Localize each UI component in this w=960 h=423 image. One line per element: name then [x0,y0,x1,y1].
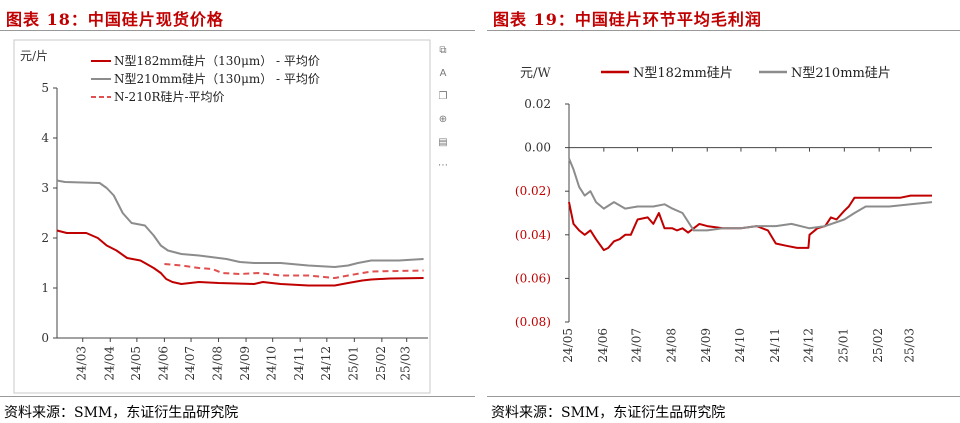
text-select-icon[interactable]: A [439,68,447,79]
chart-panel-silicon-wafer-price: 图表 18：中国硅片现货价格 元/片 0 1 2 3 4 5 24/03 24/04 24/05 2… [0,0,475,423]
legend-label: N型210mm硅片 [791,66,891,81]
x-tick-label: 24/05 [561,328,575,363]
legend-label: N型182mm硅片 [633,66,733,81]
x-tick-label: 25/02 [374,346,388,381]
x-tick-label: 24/07 [183,346,197,381]
x-tick-label: 24/11 [768,328,782,363]
bottom-rule [0,396,475,397]
legend-label: N-210R硅片-平均价 [114,90,225,104]
legend-label: N型210mm硅片（130μm） - 平均价 [114,72,320,86]
x-tick-label: 24/05 [129,346,143,381]
y-axis-label: 元/W [520,66,551,81]
bottom-rule [487,396,960,397]
x-tick-label: 24/07 [630,328,644,363]
y-tick-label: (0.02) [515,184,551,198]
series-line-2 [568,158,933,232]
x-tick-label: 24/08 [664,328,678,363]
copy-image-icon[interactable]: ⧉ [439,45,447,56]
top-rule [487,30,960,31]
x-tick-label: 24/11 [292,346,306,381]
more-icon[interactable]: ⋯ [438,160,448,171]
series-line-1 [56,229,424,287]
series-line-3 [164,263,424,279]
x-tick-label: 24/12 [319,346,333,381]
top-rule [0,30,475,31]
legend-label: N型182mm硅片（130μm） - 平均价 [114,54,320,68]
chart-title: 图表 18：中国硅片现货价格 [6,10,224,29]
source-note: 资料来源：SMM，东证衍生品研究院 [4,405,239,421]
series-line-2 [56,179,424,268]
series-line-1 [568,194,932,252]
x-tick-label: 25/01 [346,346,360,381]
price-chart: 元/片 0 1 2 3 4 5 24/03 24/04 24/05 24/06 24/07 24/08 2… [13,39,431,394]
x-tick-label: 25/01 [836,328,850,363]
chart-panel-gross-profit: 图表 19：中国硅片环节平均毛利润 元/W 0.02 0.00 (0.02) (0.04… [487,0,960,423]
y-tick-label: 0 [41,331,49,345]
profit-chart: 元/W 0.02 0.00 (0.02) (0.04) (0.06) (0.08) 24/05… [515,66,933,363]
x-tick-label: 24/09 [238,346,252,381]
x-tick-label: 24/12 [802,328,816,363]
zoom-icon[interactable]: ⊕ [438,114,448,125]
x-tick-label: 24/04 [102,346,116,381]
plot-frame [13,39,431,394]
x-tick-label: 24/09 [699,328,713,363]
x-tick-label: 25/03 [903,328,917,363]
export-icon[interactable]: ▤ [438,137,448,148]
y-tick-label: (0.06) [515,271,551,285]
y-tick-label: 5 [41,81,49,95]
y-axis-label: 元/片 [20,49,48,63]
x-tick-label: 24/10 [733,328,747,363]
x-tick-label: 24/03 [75,346,89,381]
chart-toolbar: ⧉ A ❐ ⊕ ▤ ⋯ [436,44,450,182]
chart-title: 图表 19：中国硅片环节平均毛利润 [493,10,762,29]
duplicate-icon[interactable]: ❐ [438,91,448,102]
source-note: 资料来源：SMM，东证衍生品研究院 [491,405,726,421]
y-tick-label: 0.02 [524,97,551,111]
x-tick-label: 24/08 [211,346,225,381]
y-tick-label: 2 [41,231,49,245]
y-tick-label: (0.08) [515,315,551,329]
y-tick-label: 4 [41,131,49,145]
y-tick-label: 1 [41,281,49,295]
y-tick-label: 0.00 [524,141,551,155]
y-tick-label: 3 [41,181,49,195]
x-tick-label: 24/06 [596,328,610,363]
x-tick-label: 25/02 [871,328,885,363]
x-tick-label: 24/10 [265,346,279,381]
x-tick-label: 25/03 [399,346,413,381]
x-tick-label: 24/06 [156,346,170,381]
y-tick-label: (0.04) [515,228,551,242]
